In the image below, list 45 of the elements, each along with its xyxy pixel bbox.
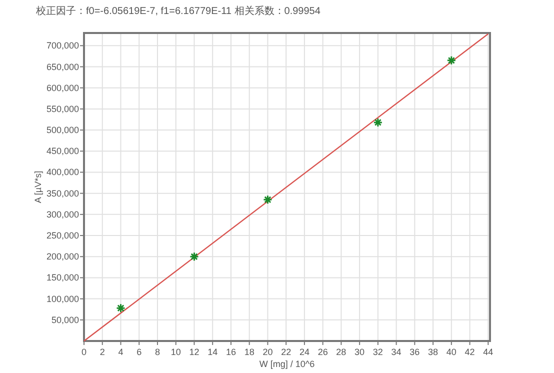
x-tick-label: 40 xyxy=(446,347,456,357)
point xyxy=(189,252,199,262)
y-tick-label: 150,000 xyxy=(46,272,79,283)
x-tick-label: 36 xyxy=(410,347,420,357)
y-tick-label: 200,000 xyxy=(46,252,79,262)
y-tick-label: 500,000 xyxy=(46,125,79,136)
x-tick-label: 32 xyxy=(372,347,383,357)
x-tick-label: 12 xyxy=(189,347,200,357)
x-tick-label: 6 xyxy=(136,347,142,357)
point xyxy=(446,56,456,66)
x-tick-label: 20 xyxy=(262,347,273,357)
x-tick-label: 28 xyxy=(336,347,346,357)
x-tick-label: 0 xyxy=(81,347,87,357)
x-axis-title: W [mg] / 10^6 xyxy=(259,359,315,369)
x-tick-label: 42 xyxy=(464,347,475,357)
y-tick-label: 650,000 xyxy=(46,62,79,72)
y-tick-label: 100,000 xyxy=(46,294,79,304)
y-tick-label: 300,000 xyxy=(46,209,79,220)
point xyxy=(116,303,126,313)
x-tick-label: 10 xyxy=(170,347,181,357)
chart-title: 校正因子：f0=-6.05619E-7, f1=6.16779E-11 相关系数：0.99954 xyxy=(35,5,321,17)
y-tick-label: 450,000 xyxy=(46,146,79,156)
x-tick-label: 14 xyxy=(208,347,218,357)
x-tick-label: 44 xyxy=(483,347,494,357)
point xyxy=(373,118,383,128)
x-tick-label: 18 xyxy=(244,347,254,357)
y-axis-title: A [µV*s] xyxy=(33,170,43,204)
y-tick-label: 350,000 xyxy=(46,188,79,198)
x-tick-label: 30 xyxy=(354,347,365,357)
x-tick-label: 38 xyxy=(428,347,438,357)
x-tick-label: 4 xyxy=(118,347,124,357)
point xyxy=(262,194,272,204)
x-tick-label: 8 xyxy=(154,347,160,357)
y-tick-label: 700,000 xyxy=(46,40,79,51)
x-tick-label: 2 xyxy=(100,347,105,357)
y-tick-label: 250,000 xyxy=(46,230,79,241)
x-tick-label: 16 xyxy=(226,347,236,357)
x-tick-label: 24 xyxy=(299,347,310,357)
y-tick-label: 600,000 xyxy=(46,82,79,93)
x-tick-label: 22 xyxy=(281,347,292,357)
x-tick-label: 34 xyxy=(391,347,402,357)
x-tick-label: 26 xyxy=(318,347,328,357)
y-tick-label: 50,000 xyxy=(51,314,79,325)
y-tick-label: 550,000 xyxy=(46,104,79,114)
y-tick-label: 400,000 xyxy=(46,167,79,178)
